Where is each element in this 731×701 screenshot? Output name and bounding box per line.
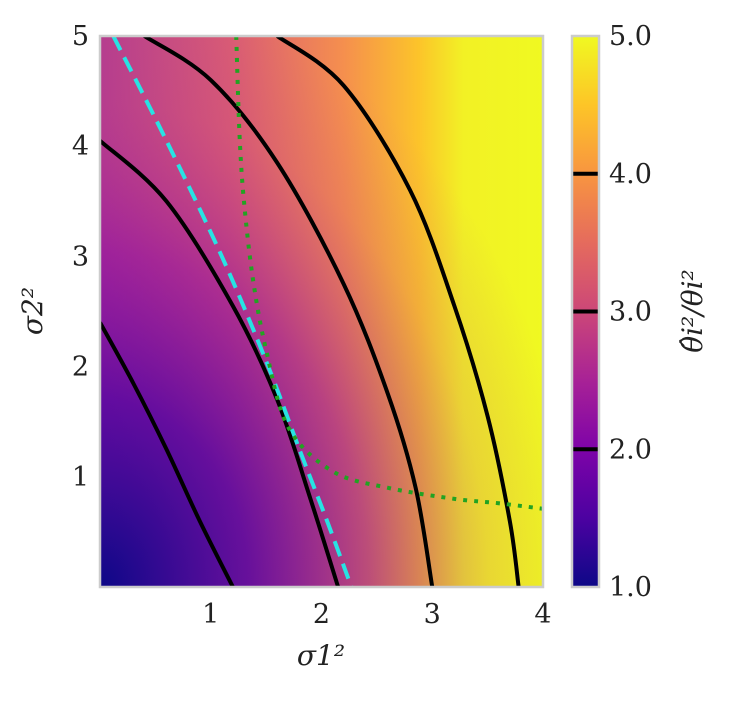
colorbar-frame (570, 34, 601, 589)
x-tick-label: 4 (534, 599, 551, 630)
colorbar-ticks: 1.0 2.0 3.0 4.0 5.0 (609, 21, 652, 603)
series-solid-line-3 (276, 36, 521, 587)
x-axis-ticks: 1 2 3 4 (202, 599, 551, 630)
series-dotted-line-5 (234, 36, 543, 511)
colorbar-contour-marks (572, 171, 599, 452)
heatmap-field (100, 36, 543, 587)
x-tick-label: 3 (424, 599, 441, 630)
series-solid-line-1 (100, 139, 341, 587)
colorbar-tick-label: 4.0 (609, 159, 652, 190)
y-tick-label: 5 (72, 21, 89, 52)
y-tick-label: 3 (72, 241, 89, 272)
series-layer (100, 36, 543, 587)
series-dashed-line-4 (111, 36, 354, 587)
colorbar-tick-label: 1.0 (609, 572, 652, 603)
colorbar-label: θ̂i²/θi² (676, 269, 709, 353)
heatmap-low-region (100, 36, 543, 587)
x-tick-label: 1 (202, 599, 219, 630)
series-solid-line-0 (100, 321, 235, 587)
y-axis-ticks: 1 2 3 4 5 (72, 21, 89, 493)
y-tick-label: 2 (72, 352, 89, 383)
y-tick-label: 4 (72, 131, 89, 162)
x-axis-label: σ1² (297, 639, 345, 672)
colorbar-tick-label: 2.0 (609, 434, 652, 465)
colorbar: 1.0 2.0 3.0 4.0 5.0 θ̂i²/θi² (570, 21, 709, 603)
colorbar-tick-label: 5.0 (609, 21, 652, 52)
series-solid-line-2 (143, 36, 435, 587)
colorbar-tick-label: 3.0 (609, 297, 652, 328)
y-axis-label: σ2² (16, 287, 49, 335)
y-tick-label: 1 (72, 462, 89, 493)
x-tick-label: 2 (313, 599, 330, 630)
plot-frame (98, 34, 545, 589)
